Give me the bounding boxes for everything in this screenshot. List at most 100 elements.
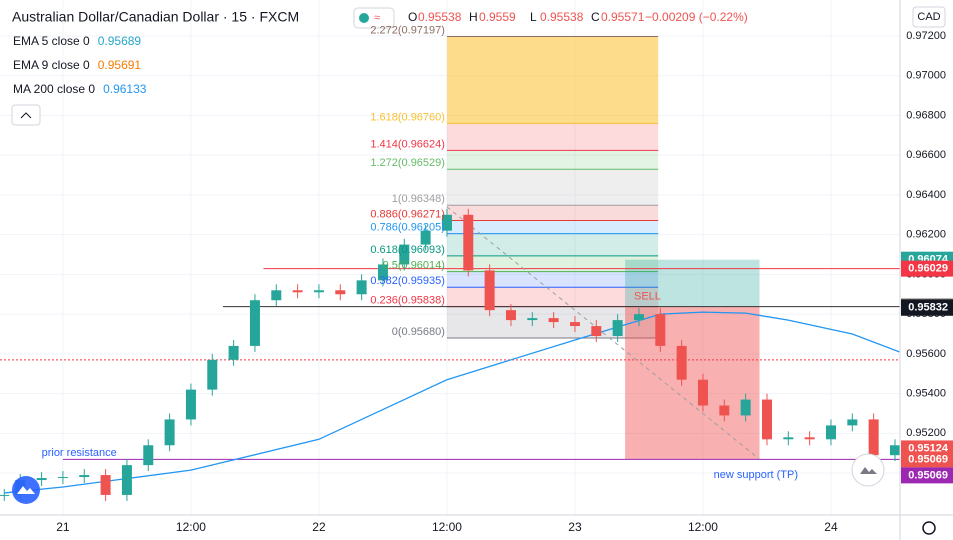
nav-icon: [860, 467, 877, 474]
y-tick-label: 0.96600: [906, 149, 946, 161]
x-tick-label: 24: [824, 520, 838, 534]
candle-body: [527, 318, 538, 321]
price-badge-label: 0.95124: [908, 442, 949, 454]
candle-body: [612, 320, 623, 336]
candle-body: [783, 437, 794, 440]
settings-icon[interactable]: [922, 521, 936, 535]
fib-label: 2.272(0.97197): [370, 24, 445, 36]
ohlc-value: 0.95571: [601, 10, 645, 24]
fib-label: 0.618(0.96093): [370, 244, 445, 256]
currency: CAD: [917, 11, 940, 23]
candle-body: [57, 477, 68, 479]
collapse-button[interactable]: [11, 104, 41, 126]
fib-label: 0(0.95680): [392, 326, 445, 338]
candle-body: [463, 214, 474, 271]
candle-body: [36, 478, 47, 481]
candle-body: [143, 445, 154, 466]
candle-body: [655, 314, 666, 346]
candle-body: [185, 389, 196, 420]
x-tick-label: 22: [312, 520, 326, 534]
candle-body: [356, 280, 367, 295]
candle-body: [249, 300, 260, 346]
x-tick-label: 21: [56, 520, 70, 534]
ohlc-key: C: [591, 10, 600, 24]
y-tick-label: 0.95200: [906, 427, 946, 439]
candle-body: [164, 419, 175, 446]
candle-body: [292, 290, 303, 293]
candle-body: [121, 465, 132, 495]
candle-body: [740, 399, 751, 416]
y-tick-label: 0.97000: [906, 70, 946, 82]
candle-body: [271, 290, 282, 301]
candle-body: [847, 419, 858, 426]
position-target: [625, 306, 760, 460]
price-badge-label: 0.96029: [908, 263, 948, 275]
indicator-name: EMA 9 close 0: [13, 58, 90, 72]
fib-band: [446, 36, 659, 124]
candle-body: [761, 399, 772, 440]
candle-body: [79, 475, 90, 478]
ohlc-key: L: [530, 10, 537, 24]
candle-body: [868, 419, 879, 456]
annotation: prior resistance: [42, 447, 117, 459]
fib-label: 0.786(0.96205): [370, 222, 445, 234]
candle-body: [207, 359, 218, 390]
indicator-name: MA 200 close 0: [13, 82, 95, 96]
candle-body: [0, 494, 10, 496]
fib-label: 1(0.96348): [392, 193, 445, 205]
plot: [0, 0, 900, 515]
fib-band: [446, 123, 659, 151]
fib-label: 1.618(0.96760): [370, 111, 445, 123]
collapse-icon: [20, 112, 32, 119]
fib-band: [446, 150, 659, 170]
x-tick-label: 12:00: [688, 520, 718, 534]
ohlc-value: 0.9559: [479, 10, 516, 24]
fib-band: [446, 255, 659, 272]
fib-band: [446, 205, 659, 221]
candle-body: [569, 322, 580, 327]
y-tick-label: 0.96200: [906, 229, 946, 241]
candle-body: [335, 290, 346, 295]
indicator-value: 0.95689: [98, 34, 142, 48]
currency-button[interactable]: [912, 6, 946, 28]
y-tick-label: 0.96800: [906, 109, 946, 121]
fib-label: 0.5(0.96014): [383, 260, 445, 272]
y-tick-label: 0.95600: [906, 348, 946, 360]
price-badge: [901, 260, 953, 277]
candle-body: [889, 445, 900, 456]
annotation: new support (TP): [714, 469, 798, 481]
fib-label: 1.272(0.96529): [370, 157, 445, 169]
x-tick-label: 12:00: [176, 520, 206, 534]
indicator-value: 0.96133: [103, 82, 147, 96]
candle-body: [591, 326, 602, 336]
candle-body: [399, 244, 410, 265]
candle-body: [633, 314, 644, 321]
candle-body: [804, 437, 815, 440]
candle-body: [313, 290, 324, 293]
position-label: SELL: [634, 290, 661, 302]
y-tick-label: 0.97200: [906, 30, 946, 42]
candle-body: [100, 475, 111, 495]
indicator-value: 0.95691: [98, 58, 142, 72]
x-tick-label: 23: [568, 520, 582, 534]
candle-body: [484, 270, 495, 311]
candle-body: [697, 379, 708, 406]
candle-body: [676, 345, 687, 380]
price-badge-label: 0.95069: [908, 469, 948, 481]
fib-band: [446, 220, 659, 234]
fib-label: 1.414(0.96624): [370, 138, 445, 150]
ohlc-value: 0.95538: [540, 10, 584, 24]
fib-label: 0.382(0.95935): [370, 275, 445, 287]
fib-band: [446, 271, 659, 288]
candle-body: [548, 318, 559, 323]
y-tick-label: 0.96400: [906, 189, 946, 201]
price-badge: [901, 467, 953, 484]
trend-line: [446, 206, 760, 460]
price-badge: [901, 299, 953, 316]
ohlc-value: 0.95538: [418, 10, 462, 24]
fib-label: 0.236(0.95838): [370, 294, 445, 306]
nav-button[interactable]: [851, 453, 885, 487]
candle-body: [228, 345, 239, 360]
